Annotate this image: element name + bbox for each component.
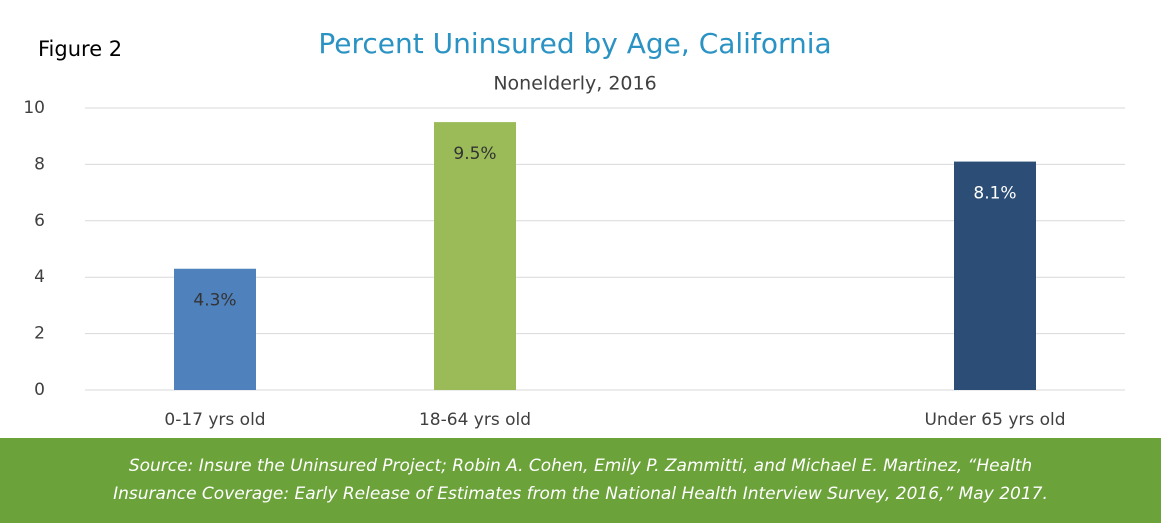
value-label: 4.3% [193, 291, 236, 311]
x-tick-label: Under 65 yrs old [924, 410, 1065, 430]
chart: Figure 2 Percent Uninsured by Age, Calif… [23, 27, 1125, 430]
source-line: Source: Insure the Uninsured Project; Ro… [128, 456, 1033, 476]
source-line: Insurance Coverage: Early Release of Est… [113, 484, 1048, 504]
bar [174, 268, 256, 390]
bar [434, 122, 516, 390]
bar [954, 161, 1036, 390]
figure-label: Figure 2 [38, 37, 122, 61]
x-tick-label: 18-64 yrs old [419, 410, 531, 430]
y-tick-label: 0 [34, 380, 45, 400]
x-tick-label: 0-17 yrs old [164, 410, 265, 430]
chart-subtitle: Nonelderly, 2016 [493, 73, 656, 95]
value-label: 9.5% [453, 144, 496, 164]
y-tick-label: 2 [34, 324, 45, 344]
y-tick-label: 8 [34, 154, 45, 174]
chart-title: Percent Uninsured by Age, California [318, 27, 831, 60]
y-tick-label: 6 [34, 211, 45, 231]
value-label: 8.1% [973, 184, 1016, 204]
footer: Source: Insure the Uninsured Project; Ro… [0, 438, 1161, 523]
y-tick-label: 10 [23, 98, 45, 118]
y-tick-label: 4 [34, 267, 45, 287]
